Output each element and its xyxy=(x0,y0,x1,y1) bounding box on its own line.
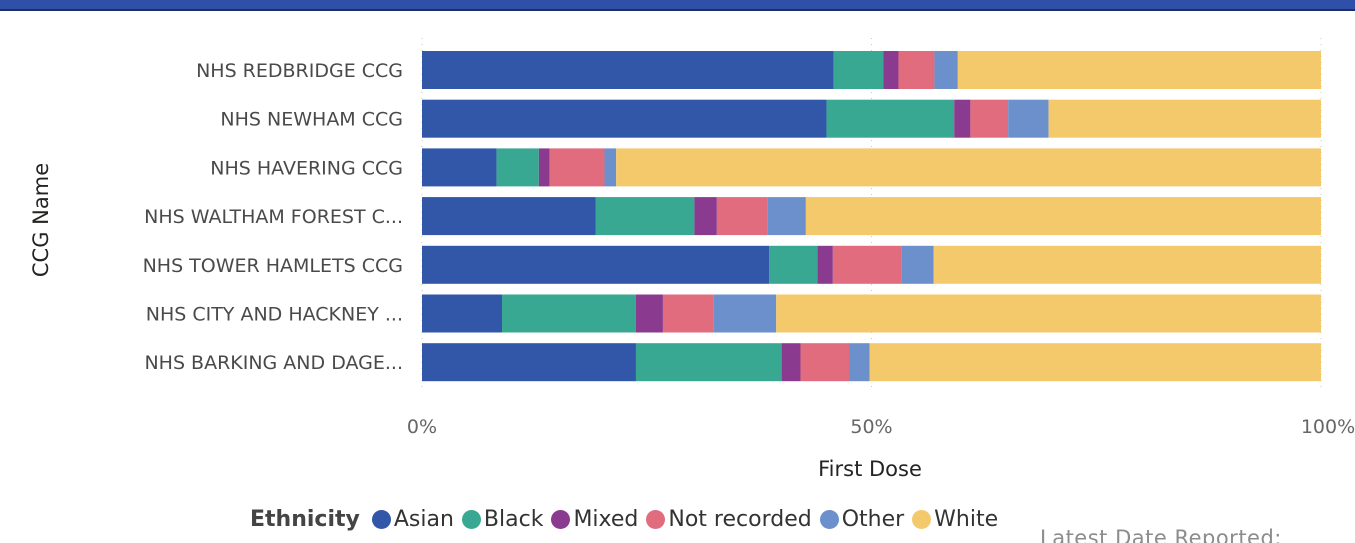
bar-segment-not-recorded xyxy=(832,245,902,284)
category-label: NHS HAVERING CCG xyxy=(210,157,403,179)
category-label: NHS BARKING AND DAGE... xyxy=(144,352,403,374)
latest-date-label: Latest Date Reported: xyxy=(1028,516,1355,543)
bar-segment-other xyxy=(934,51,958,89)
bar-segment-not-recorded xyxy=(549,148,605,187)
legend-swatch xyxy=(461,509,481,529)
bar-segment-other xyxy=(849,343,870,382)
legend-items: Asian Black Mixed Not recorded Other White xyxy=(371,506,1006,532)
legend-swatch xyxy=(371,509,391,529)
bar-segment-white xyxy=(616,148,1321,187)
legend-item-asian[interactable]: Asian xyxy=(371,506,454,532)
bar-segment-black xyxy=(635,343,782,382)
bar-segment-mixed xyxy=(954,99,971,138)
legend-swatch xyxy=(819,509,839,529)
bar-segment-not-recorded xyxy=(662,294,714,333)
y-axis-title: CCG Name xyxy=(29,163,53,277)
bar-segment-other xyxy=(604,148,617,187)
x-tick-label: 0% xyxy=(407,416,437,438)
legend-swatch xyxy=(551,509,571,529)
bar-segment-black xyxy=(502,294,636,333)
bar-segment-white xyxy=(957,51,1321,89)
category-label: NHS CITY AND HACKNEY ... xyxy=(146,304,403,326)
bar-segment-asian xyxy=(422,245,770,284)
legend-item-white[interactable]: White xyxy=(912,507,998,532)
legend-label: Black xyxy=(483,506,544,532)
bar-segment-black xyxy=(833,51,884,89)
category-label: NHS WALTHAM FOREST C... xyxy=(144,206,403,228)
bar-segment-not-recorded xyxy=(800,343,850,382)
bar-segment-black xyxy=(496,148,539,187)
bars xyxy=(422,51,1321,382)
bar-segment-asian xyxy=(422,51,834,89)
bar-segment-asian xyxy=(422,148,497,187)
legend-title: Ethnicity xyxy=(250,506,360,532)
category-label: NHS TOWER HAMLETS CCG xyxy=(143,255,403,277)
bar-segment-black xyxy=(826,99,955,138)
header-strip xyxy=(0,0,1355,11)
legend-item-not-recorded[interactable]: Not recorded xyxy=(646,506,812,532)
bar-segment-white xyxy=(1048,99,1321,138)
bar-segment-not-recorded xyxy=(898,51,935,89)
bar-segment-black xyxy=(769,245,818,284)
bar-segment-white xyxy=(933,245,1321,284)
bar-segment-asian xyxy=(422,99,827,138)
legend-label: Mixed xyxy=(573,506,639,532)
legend-item-black[interactable]: Black xyxy=(461,506,544,532)
gridlines xyxy=(421,38,1322,392)
bar-segment-mixed xyxy=(538,148,550,187)
x-tick-labels: 0% 50% 100% xyxy=(407,416,1355,438)
legend-label: Other xyxy=(841,506,905,532)
bar-segment-asian xyxy=(422,294,503,333)
bar-segment-white xyxy=(805,197,1321,236)
category-label: NHS NEWHAM CCG xyxy=(220,109,403,131)
bar-segment-asian xyxy=(422,343,636,382)
bar-segment-mixed xyxy=(781,343,801,382)
bar-segment-not-recorded xyxy=(716,197,768,236)
bar-segment-asian xyxy=(422,197,596,236)
bar-segment-other xyxy=(713,294,777,333)
bar-segment-other xyxy=(901,245,934,284)
legend-swatch xyxy=(646,509,666,529)
legend-item-other[interactable]: Other xyxy=(819,506,905,532)
bar-segment-white xyxy=(869,343,1321,382)
bar-segment-not-recorded xyxy=(970,99,1009,138)
x-tick-label: 50% xyxy=(850,416,892,438)
x-tick-label: 100% xyxy=(1301,416,1355,438)
legend-label: Not recorded xyxy=(668,506,812,532)
category-labels: NHS REDBRIDGE CCG NHS NEWHAM CCG NHS HAVER… xyxy=(143,60,403,374)
legend-label: Asian xyxy=(393,506,454,532)
x-axis-title: First Dose xyxy=(818,457,922,481)
bar-segment-mixed xyxy=(694,197,717,236)
bar-segment-other xyxy=(1008,99,1049,138)
bar-segment-black xyxy=(595,197,695,236)
bar-segment-other xyxy=(767,197,806,236)
legend: Ethnicity Asian Black Mixed Not recorded Oth… xyxy=(250,503,1006,535)
legend-swatch xyxy=(912,509,932,529)
bar-segment-mixed xyxy=(817,245,833,284)
legend-item-mixed[interactable]: Mixed xyxy=(551,507,638,532)
bar-segment-white xyxy=(776,294,1321,333)
bar-segment-mixed xyxy=(883,51,899,89)
bar-segment-mixed xyxy=(635,294,663,333)
category-label: NHS REDBRIDGE CCG xyxy=(196,60,403,82)
legend-label: White xyxy=(934,506,999,532)
